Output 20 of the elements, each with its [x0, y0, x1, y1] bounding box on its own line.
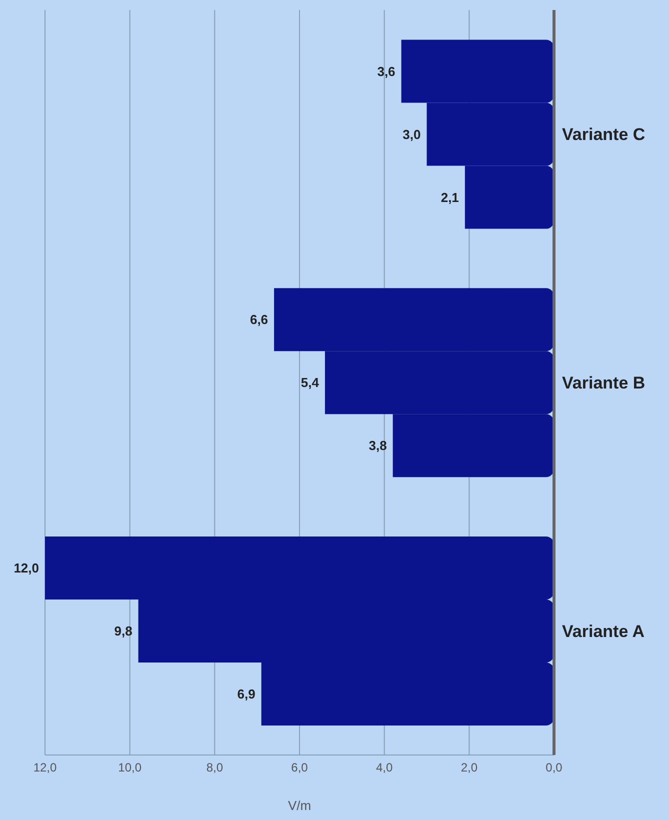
data-label: 6,6 — [250, 312, 268, 328]
data-label: 12,0 — [14, 560, 39, 576]
data-label: 9,8 — [114, 624, 132, 639]
data-label: 3,6 — [377, 64, 396, 79]
data-label: 6,9 — [237, 686, 256, 702]
y-tick-label: Variante B — [562, 374, 646, 393]
x-tick-label: 4,0 — [376, 760, 393, 775]
data-label: 3,8 — [368, 438, 387, 454]
x-axis-title: V/m — [288, 798, 312, 813]
y-tick-label: Variante A — [562, 622, 645, 641]
y-tick-label: Variante C — [562, 125, 646, 144]
x-tick-label: 12,0 — [33, 760, 57, 775]
data-label: 5,4 — [300, 375, 320, 390]
x-tick-label: 2,0 — [460, 760, 478, 775]
x-tick-label: 6,0 — [291, 760, 308, 775]
x-tick-label: 0,0 — [546, 760, 563, 775]
data-label: 3,0 — [402, 126, 421, 142]
x-tick-label: 10,0 — [118, 760, 142, 775]
x-tick-label: 8,0 — [206, 760, 224, 775]
data-label: 2,1 — [440, 190, 459, 205]
